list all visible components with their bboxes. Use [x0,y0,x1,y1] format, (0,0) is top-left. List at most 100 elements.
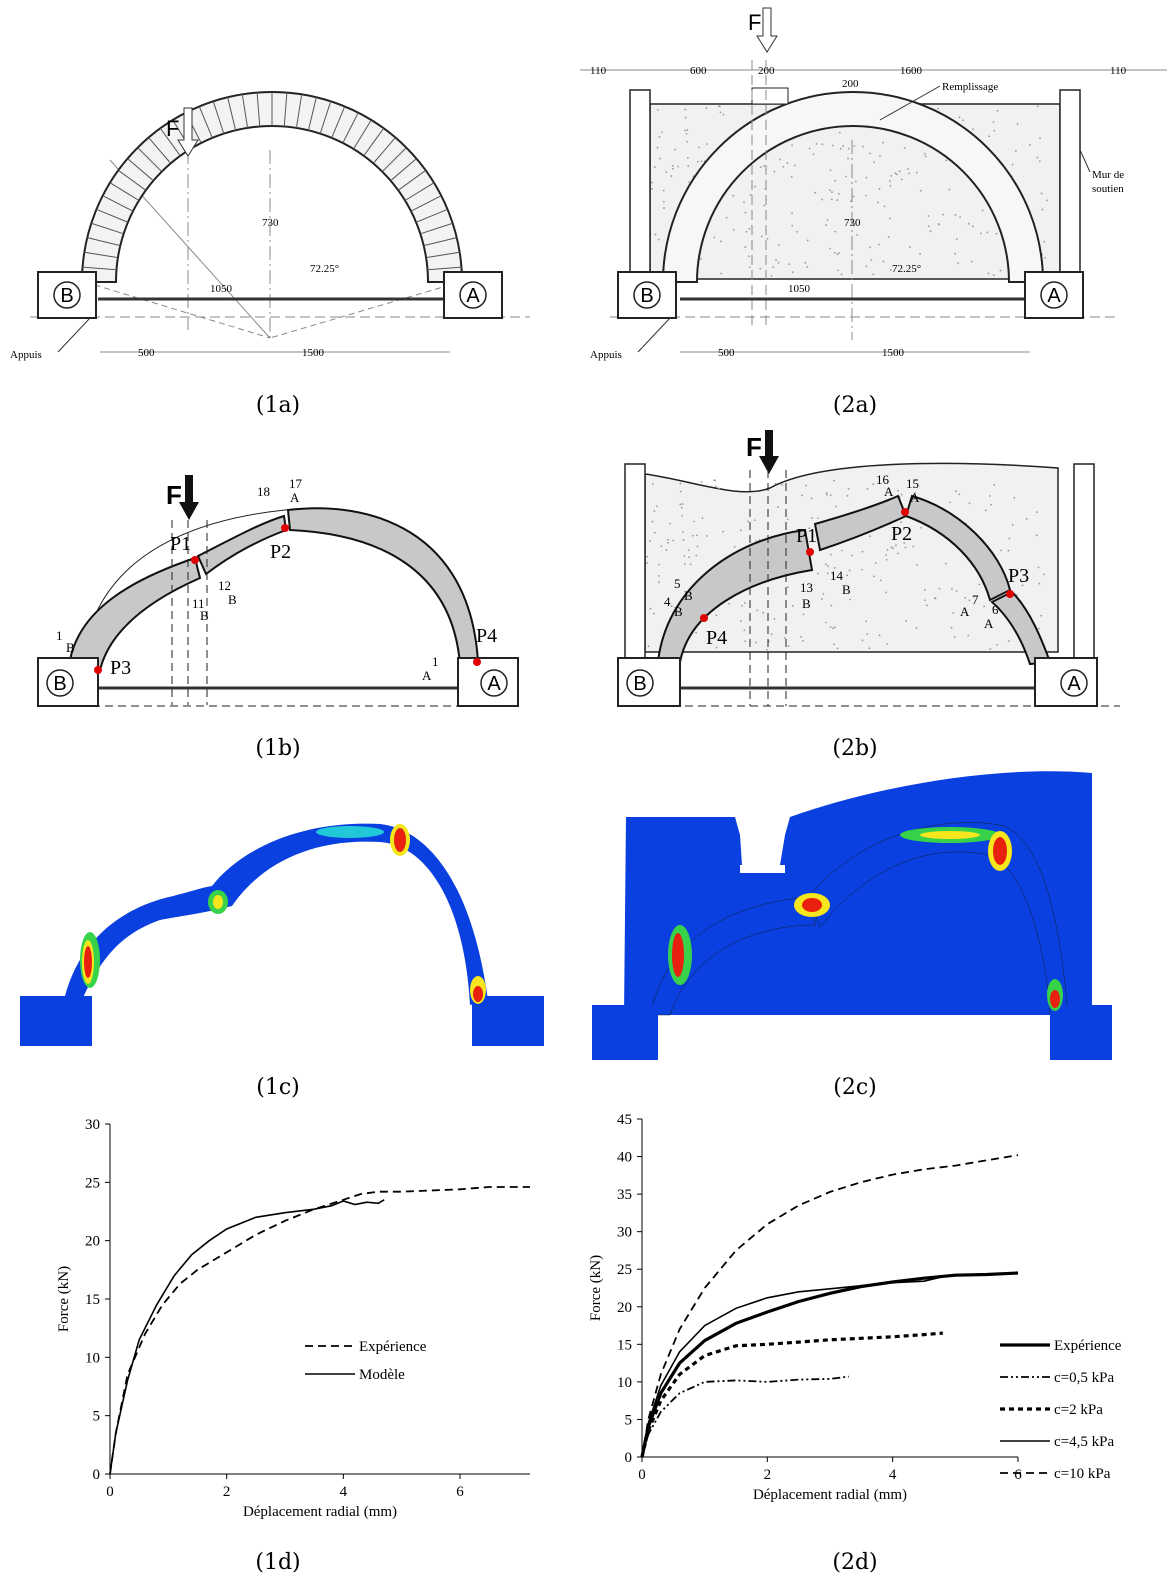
series-line-4 [641,1154,1019,1458]
dim-right: 1500 [302,347,325,359]
drawing-1b: B A F P1 P2 P3 P4 18 17 A 12 B 11 B 1 B … [37,475,520,707]
drawing-1a: B A F 730 1050 72.25° 500 1500 Appuis [10,91,530,361]
joint-6: 6 [992,602,999,617]
x-axis-label: Déplacement radial (mm) [243,1504,397,1520]
joint-5-side: B [684,588,693,603]
fill-label: Remplissage [942,81,998,93]
abutment-right-label: A [466,285,480,307]
y-tick-label: 45 [617,1112,632,1128]
y-tick-label: 25 [617,1262,632,1278]
legend-label-0: Expérience [1054,1338,1122,1354]
dim-top-4: 1600 [900,65,923,77]
hinge-p2-label: P2 [891,523,912,545]
hinge-p3-label: P3 [110,657,131,679]
fem-contour-1c [20,823,544,1046]
joint-7: 7 [972,592,979,607]
joint-4-side: B [674,604,683,619]
abutment-left-label: B [60,285,73,307]
hinge-p3-marker [1006,590,1014,598]
joint-16-side: A [884,484,894,499]
hinge-p1-marker [806,548,814,556]
series-line-1 [109,1199,385,1475]
y-tick-label: 40 [617,1150,632,1166]
legend-label-1: Modèle [359,1367,405,1383]
legend-label-3: c=4,5 kPa [1054,1434,1114,1450]
caption-1b: (1b) [255,736,301,761]
hinge-p1-marker [191,556,199,564]
hinge-p1-label: P1 [796,525,817,547]
legend-label-4: c=10 kPa [1054,1466,1111,1482]
caption-1c: (1c) [256,1075,300,1100]
abutment-right-label: A [1047,285,1061,307]
caption-2a: (2a) [832,393,878,418]
legend-label-1: c=0,5 kPa [1054,1370,1114,1386]
y-axis-label: Force (kN) [588,1255,604,1321]
fem-contour-2c [592,771,1112,1060]
joint-1-left-side: B [66,640,75,655]
joint-1-right-side: A [422,668,432,683]
hinge-p3-marker [94,666,102,674]
y-tick-label: 25 [85,1175,100,1191]
dim-right: 1500 [882,347,905,359]
angle-label: 72.25° [310,263,339,275]
caption-2b: (2b) [832,736,878,761]
y-tick-label: 10 [85,1350,100,1366]
y-axis-label: Force (kN) [56,1266,72,1332]
caption-1a: (1a) [255,393,301,418]
dim-top-1: 110 [590,65,607,77]
force-label: F [166,480,182,510]
hinge-p4-marker [473,658,481,666]
series-line-0 [640,1271,1019,1458]
chart-2d: 0 5 10 15 20 25 30 35 40 45 0 2 4 6 Déplacement radial… [588,1112,1122,1503]
joint-1-left: 1 [56,628,63,643]
abutment-left-label: B [633,673,646,695]
x-tick-label: 2 [223,1484,231,1500]
y-tick-label: 30 [85,1117,100,1133]
rise-label: 730 [262,217,279,229]
drawing-2a: B A F 110 600 200 1600 110 200 Remplissa… [580,7,1167,361]
support-label: Appuis [590,349,622,361]
x-axis-label: Déplacement radial (mm) [753,1487,907,1503]
joint-11-side: B [200,608,209,623]
y-tick-label: 5 [625,1412,633,1428]
y-tick-label: 20 [85,1234,100,1250]
joint-17: 17 [289,476,303,491]
caption-2c: (2c) [833,1075,877,1100]
x-tick-label: 6 [1014,1467,1022,1483]
hinge-p4-label: P4 [706,627,727,649]
joint-18: 18 [257,484,270,499]
y-tick-label: 0 [93,1467,101,1483]
dim-top-2: 600 [690,65,707,77]
force-label: F [748,10,761,35]
joint-5: 5 [674,576,681,591]
abutment-right-label: A [487,673,501,695]
caption-1d: (1d) [255,1550,301,1575]
y-tick-label: 15 [617,1337,632,1353]
joint-13-side: B [802,596,811,611]
dim-left: 500 [718,347,735,359]
series-line-1 [641,1375,849,1458]
dim-top-3: 200 [758,65,775,77]
y-tick-label: 20 [617,1300,632,1316]
x-tick-label: 2 [764,1467,772,1483]
joint-15-side: A [910,490,920,505]
dim-left: 500 [138,347,155,359]
joint-1-right: 1 [432,654,439,669]
hinge-p1-label: P1 [170,533,191,555]
series-line-3 [641,1275,943,1458]
joint-16: 16 [876,472,890,487]
joint-7-side: A [960,604,970,619]
joint-6-side: A [984,616,994,631]
joint-12: 12 [218,578,231,593]
support-label: Appuis [10,349,42,361]
abutment-left-label: B [53,673,66,695]
force-arrow [759,430,779,474]
force-arrow [756,7,778,53]
dim-top-5: 110 [1110,65,1127,77]
chart-1d: 0 5 10 15 20 25 30 0 2 4 6 Déplacement radial (mm) F… [56,1117,530,1520]
hinge-p2-marker [281,524,289,532]
caption-2d: (2d) [832,1550,878,1575]
hinge-p4-label: P4 [476,625,497,647]
x-tick-label: 4 [340,1484,348,1500]
x-tick-label: 0 [106,1484,114,1500]
